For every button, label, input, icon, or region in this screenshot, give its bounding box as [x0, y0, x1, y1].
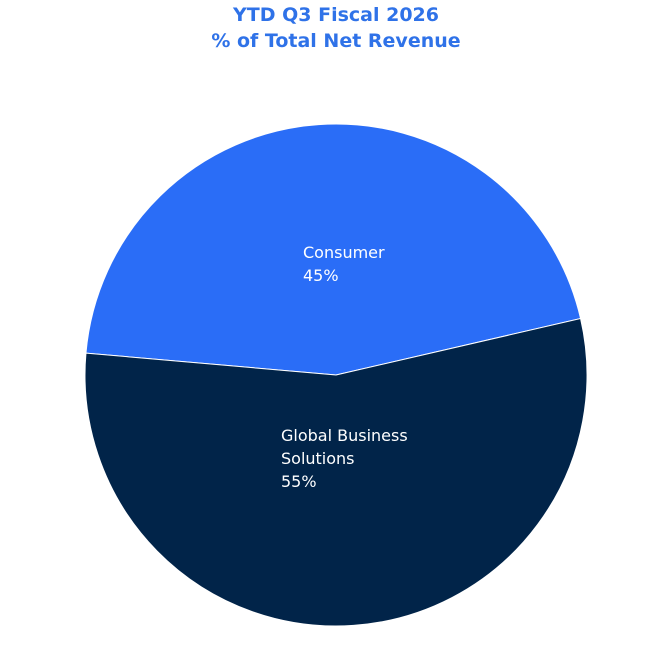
slice-label: Global Business Solutions 55% [281, 424, 426, 493]
chart-subtitle: % of Total Net Revenue [211, 30, 461, 52]
pie-slice [84, 317, 588, 627]
slice-label: Consumer 45% [303, 241, 448, 287]
chart-title: YTD Q3 Fiscal 2026 [233, 4, 439, 26]
title-block: YTD Q3 Fiscal 2026 % of Total Net Revenu… [0, 2, 672, 54]
slice-value: 45% [303, 266, 339, 285]
pie-slice [85, 123, 582, 376]
slice-category: Consumer [303, 243, 385, 262]
slice-category: Global Business Solutions [281, 426, 408, 468]
slice-value: 55% [281, 472, 317, 491]
